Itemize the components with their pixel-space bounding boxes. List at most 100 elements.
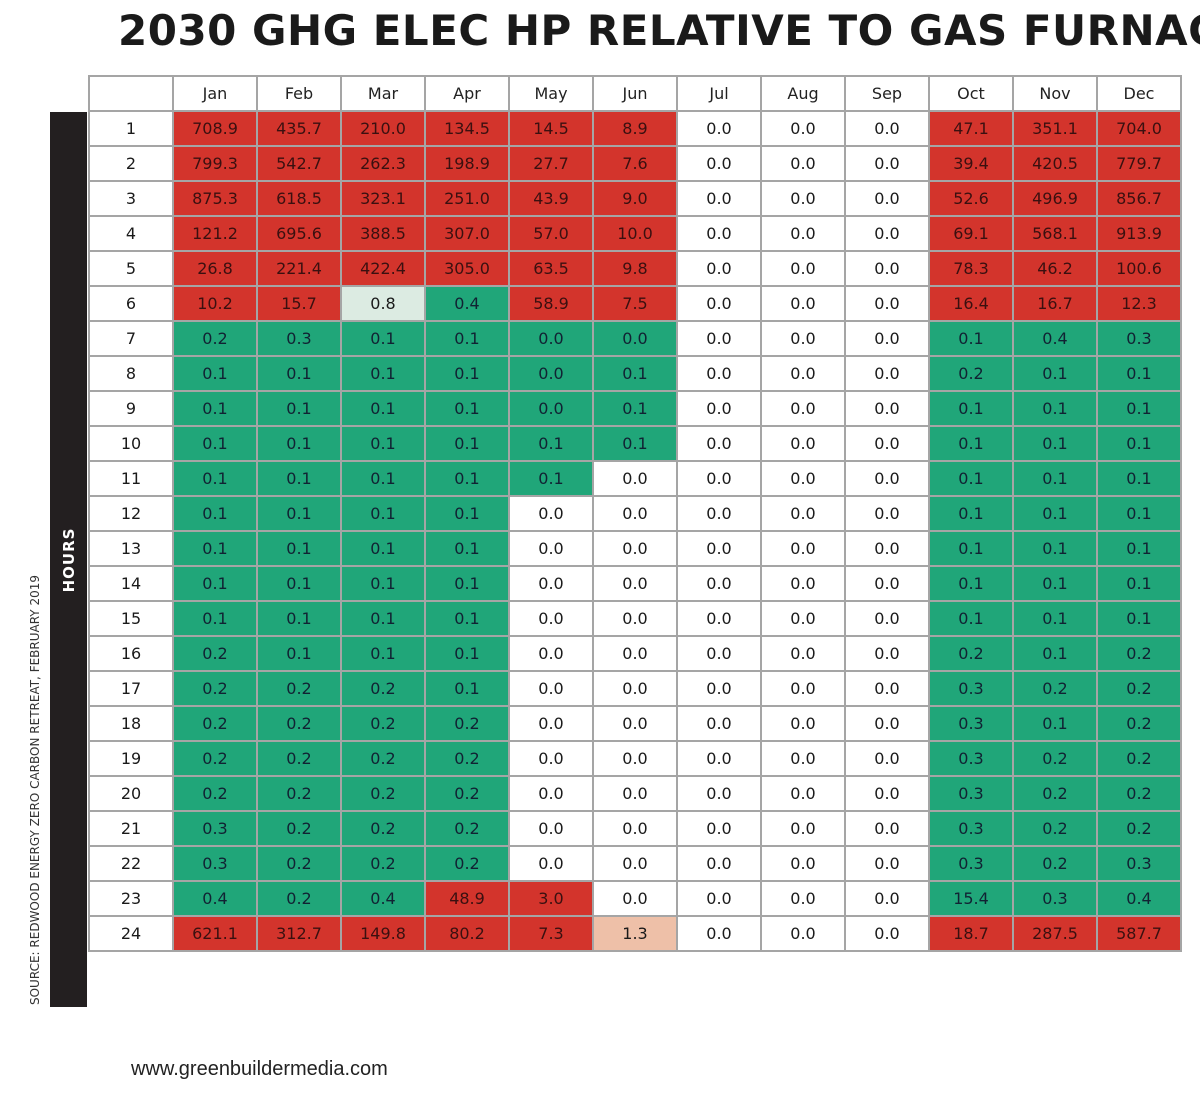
heatmap-cell: 0.1: [340, 355, 426, 392]
heatmap-cell: 708.9: [172, 110, 258, 147]
heatmap-cell: 0.0: [844, 460, 930, 497]
heatmap-cell: 0.0: [760, 145, 846, 182]
column-header: Jul: [676, 75, 762, 112]
column-header: Jun: [592, 75, 678, 112]
hour-label: 20: [88, 775, 174, 812]
heatmap-cell: 0.1: [1096, 495, 1182, 532]
heatmap-cell: 0.1: [340, 635, 426, 672]
hour-label: 9: [88, 390, 174, 427]
table-row: 11 0.1 0.1 0.1 0.1 0.1 0.0 0.0 0.0 0.0 0.1 0.1 0.1: [88, 460, 1182, 497]
heatmap-table: Jan Feb Mar Apr May Jun Jul Aug Sep Oct Nov Dec 1 70…: [88, 75, 1182, 952]
heatmap-cell: 0.1: [508, 460, 594, 497]
heatmap-cell: 0.1: [1096, 530, 1182, 567]
heatmap-cell: 0.1: [1012, 530, 1098, 567]
heatmap-cell: 0.1: [1096, 600, 1182, 637]
heatmap-cell: 0.2: [1096, 670, 1182, 707]
hour-label: 18: [88, 705, 174, 742]
hour-label: 19: [88, 740, 174, 777]
hour-label: 15: [88, 600, 174, 637]
heatmap-cell: 0.0: [508, 565, 594, 602]
corner-cell: [88, 75, 174, 112]
heatmap-cell: 18.7: [928, 915, 1014, 952]
heatmap-cell: 10.2: [172, 285, 258, 322]
heatmap-cell: 420.5: [1012, 145, 1098, 182]
heatmap-cell: 0.0: [844, 320, 930, 357]
heatmap-cell: 80.2: [424, 915, 510, 952]
table-row: 5 26.8 221.4 422.4 305.0 63.5 9.8 0.0 0.0 0.0 78.3…: [88, 250, 1182, 287]
heatmap-cell: 0.2: [256, 775, 342, 812]
heatmap-cell: 0.0: [592, 495, 678, 532]
heatmap-cell: 0.2: [1012, 845, 1098, 882]
chart-title: 2030 GHG ELEC HP RELATIVE TO GAS FURNACE: [118, 6, 1200, 55]
heatmap-cell: 0.3: [1012, 880, 1098, 917]
heatmap-cell: 0.3: [928, 775, 1014, 812]
heatmap-cell: 0.2: [172, 670, 258, 707]
heatmap-cell: 0.0: [508, 810, 594, 847]
table-row: 17 0.2 0.2 0.2 0.1 0.0 0.0 0.0 0.0 0.0 0.3 0.2 0.2: [88, 670, 1182, 707]
table-row: 2 799.3 542.7 262.3 198.9 27.7 7.6 0.0 0.0 0.0 39.…: [88, 145, 1182, 182]
heatmap-cell: 0.0: [592, 530, 678, 567]
heatmap-cell: 0.3: [928, 670, 1014, 707]
heatmap-cell: 0.1: [1096, 425, 1182, 462]
table-row: 7 0.2 0.3 0.1 0.1 0.0 0.0 0.0 0.0 0.0 0.1 0.4 0.3: [88, 320, 1182, 357]
heatmap-cell: 0.4: [172, 880, 258, 917]
heatmap-cell: 0.1: [172, 460, 258, 497]
heatmap-cell: 0.1: [424, 495, 510, 532]
hour-label: 21: [88, 810, 174, 847]
heatmap-cell: 0.2: [172, 705, 258, 742]
heatmap-cell: 0.0: [592, 845, 678, 882]
hour-label: 14: [88, 565, 174, 602]
heatmap-cell: 0.2: [424, 740, 510, 777]
heatmap-cell: 0.0: [592, 705, 678, 742]
heatmap-cell: 0.0: [508, 390, 594, 427]
heatmap-cell: 0.0: [676, 180, 762, 217]
heatmap-cell: 0.2: [256, 845, 342, 882]
table-row: 8 0.1 0.1 0.1 0.1 0.0 0.1 0.0 0.0 0.0 0.2 0.1 0.1: [88, 355, 1182, 392]
heatmap-cell: 0.2: [256, 670, 342, 707]
hour-label: 11: [88, 460, 174, 497]
heatmap-cell: 0.1: [508, 425, 594, 462]
heatmap-cell: 0.0: [508, 635, 594, 672]
heatmap-cell: 0.3: [928, 740, 1014, 777]
heatmap-cell: 0.1: [256, 390, 342, 427]
heatmap-cell: 0.0: [760, 285, 846, 322]
heatmap-cell: 0.2: [1096, 810, 1182, 847]
heatmap-cell: 0.0: [508, 495, 594, 532]
heatmap-cell: 10.0: [592, 215, 678, 252]
heatmap-cell: 0.2: [340, 775, 426, 812]
heatmap-cell: 0.0: [760, 390, 846, 427]
heatmap-cell: 0.4: [424, 285, 510, 322]
hour-label: 6: [88, 285, 174, 322]
column-header: Feb: [256, 75, 342, 112]
heatmap-cell: 0.2: [172, 635, 258, 672]
heatmap-cell: 0.2: [340, 740, 426, 777]
hour-label: 10: [88, 425, 174, 462]
hour-label: 24: [88, 915, 174, 952]
heatmap-cell: 0.0: [592, 320, 678, 357]
heatmap-cell: 0.0: [508, 775, 594, 812]
heatmap-cell: 0.8: [340, 285, 426, 322]
column-header: Oct: [928, 75, 1014, 112]
heatmap-cell: 198.9: [424, 145, 510, 182]
heatmap-cell: 0.1: [1012, 460, 1098, 497]
heatmap-cell: 0.0: [844, 600, 930, 637]
heatmap-cell: 0.1: [1096, 460, 1182, 497]
heatmap-cell: 305.0: [424, 250, 510, 287]
heatmap-cell: 0.1: [1012, 425, 1098, 462]
heatmap-cell: 0.0: [844, 670, 930, 707]
heatmap-cell: 0.0: [844, 355, 930, 392]
heatmap-cell: 100.6: [1096, 250, 1182, 287]
heatmap-cell: 0.2: [1012, 775, 1098, 812]
hour-label: 2: [88, 145, 174, 182]
heatmap-cell: 875.3: [172, 180, 258, 217]
heatmap-cell: 57.0: [508, 215, 594, 252]
hours-axis-bar: [50, 112, 87, 1007]
heatmap-cell: 0.0: [508, 705, 594, 742]
heatmap-cell: 0.0: [760, 495, 846, 532]
heatmap-cell: 0.1: [340, 565, 426, 602]
heatmap-cell: 0.1: [340, 320, 426, 357]
heatmap-cell: 0.1: [424, 565, 510, 602]
heatmap-cell: 7.3: [508, 915, 594, 952]
column-header: Aug: [760, 75, 846, 112]
heatmap-cell: 0.0: [844, 285, 930, 322]
